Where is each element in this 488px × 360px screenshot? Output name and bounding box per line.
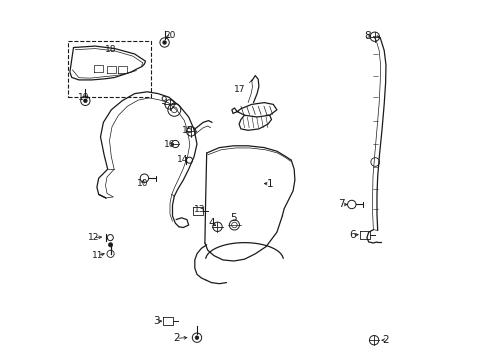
- Text: 18: 18: [104, 45, 116, 54]
- Text: 2: 2: [172, 333, 179, 343]
- Text: 4: 4: [208, 218, 215, 228]
- Text: 16: 16: [163, 140, 175, 149]
- Text: 11: 11: [92, 251, 103, 260]
- Circle shape: [195, 336, 199, 339]
- Text: 7: 7: [338, 199, 345, 210]
- Text: 2: 2: [382, 335, 388, 345]
- Text: 15: 15: [182, 126, 193, 135]
- Text: 9: 9: [160, 96, 166, 106]
- Text: 20: 20: [163, 31, 175, 40]
- Text: 14: 14: [177, 154, 188, 163]
- Text: 1: 1: [266, 179, 272, 189]
- Circle shape: [83, 99, 87, 103]
- Bar: [68, 41, 151, 97]
- Text: 3: 3: [153, 316, 159, 326]
- Text: 17: 17: [234, 85, 245, 94]
- Text: 12: 12: [87, 233, 99, 242]
- Circle shape: [163, 41, 166, 44]
- Text: 8: 8: [364, 31, 370, 41]
- Text: 5: 5: [230, 213, 237, 223]
- Text: 13: 13: [193, 205, 205, 214]
- Text: 19: 19: [77, 94, 89, 102]
- Text: 10: 10: [137, 179, 148, 188]
- Text: 6: 6: [348, 230, 355, 240]
- Circle shape: [108, 243, 113, 247]
